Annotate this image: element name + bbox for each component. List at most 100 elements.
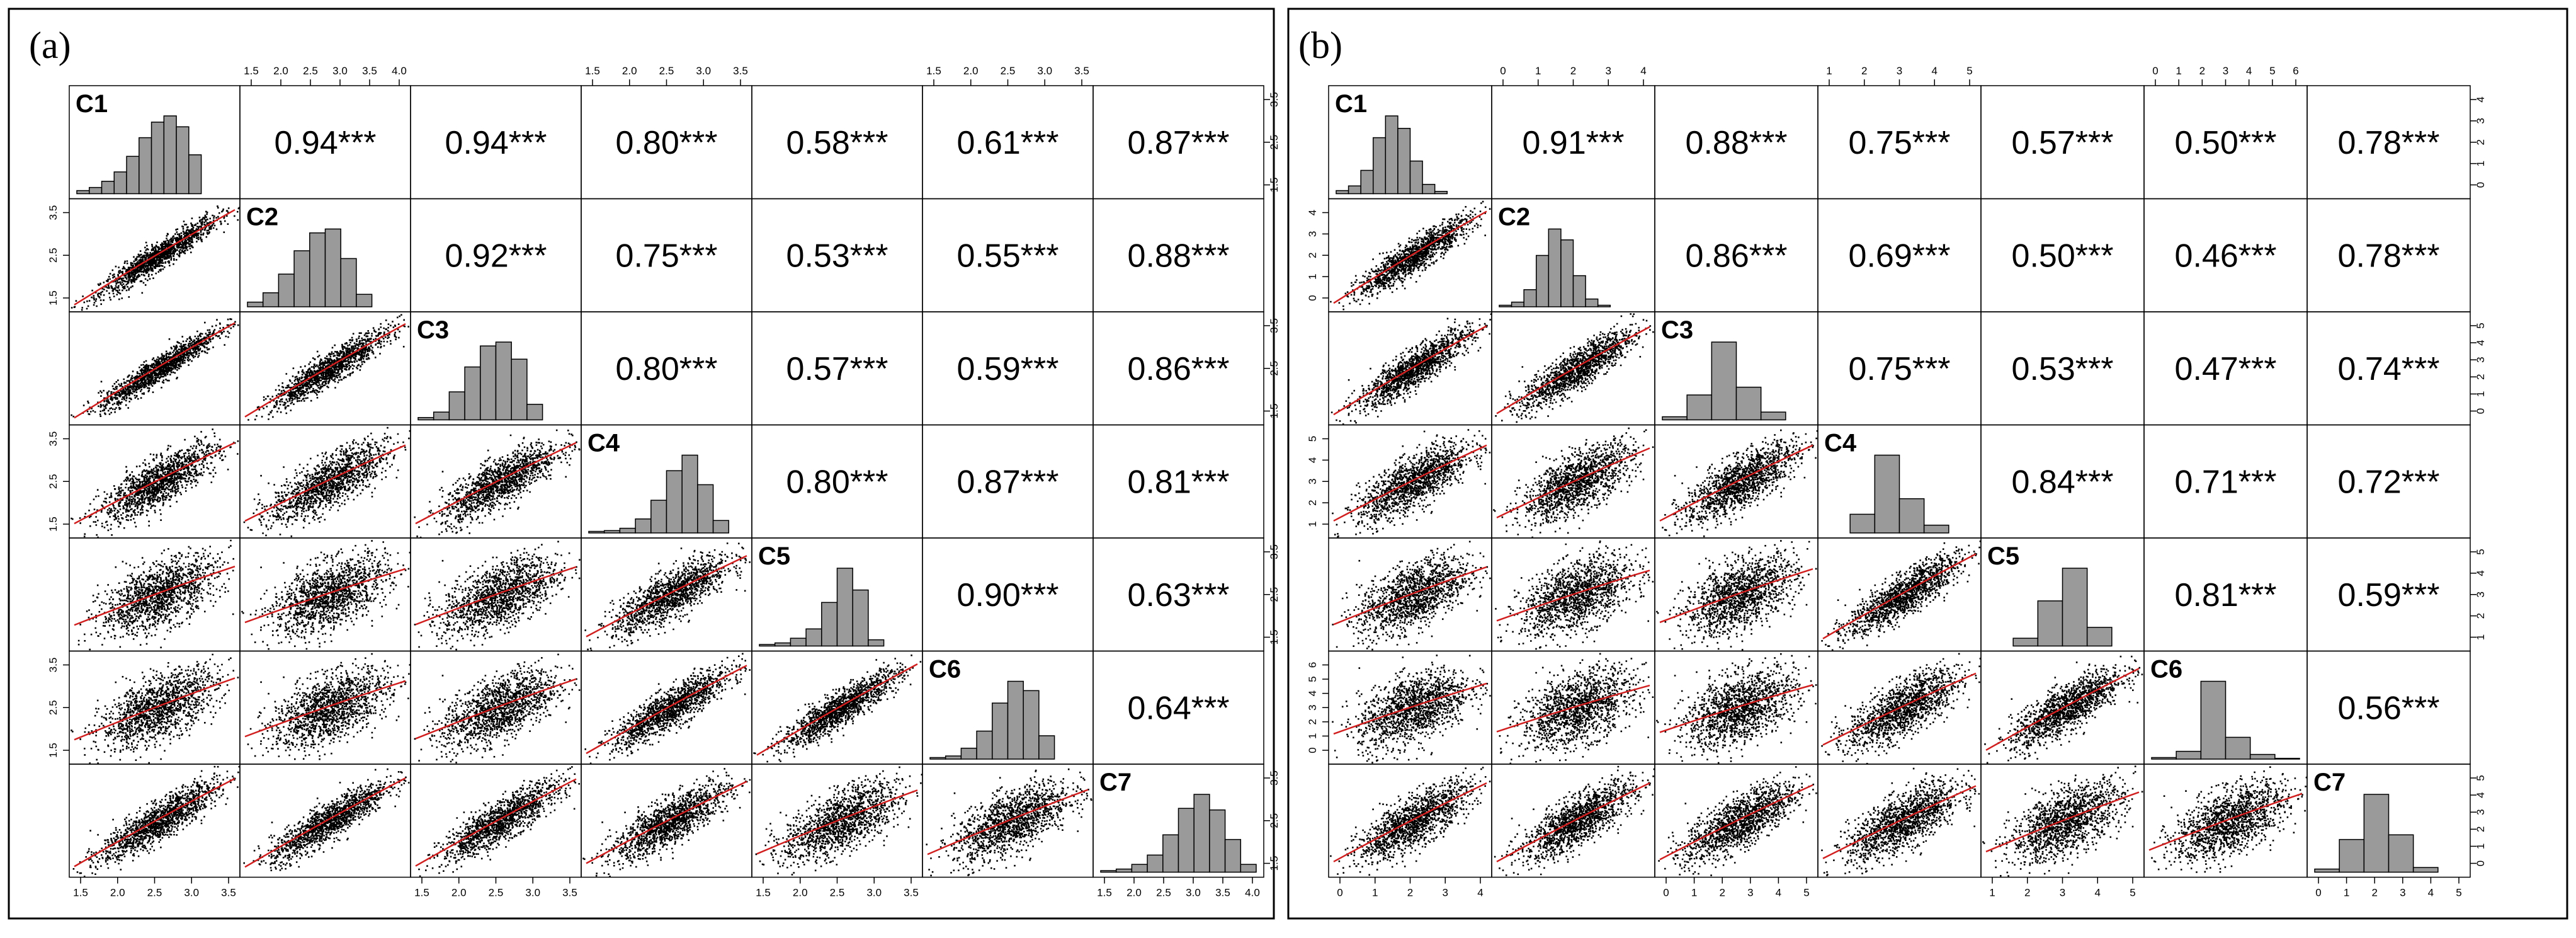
cell-r7-c7: C7 <box>1092 764 1264 878</box>
cell-r3-c2 <box>239 311 411 426</box>
cell-r3-c5: 0.53*** <box>1980 311 2145 426</box>
fit-line <box>1822 553 1977 639</box>
tick-label: 2.0 <box>1126 887 1142 899</box>
scatter-dots <box>1331 313 1492 425</box>
tick-label: 3.5 <box>904 887 919 899</box>
variable-label: C5 <box>1987 542 2019 570</box>
tick-label: 4 <box>2475 340 2487 345</box>
tick-label: 1.5 <box>47 743 59 758</box>
scatter-dots <box>72 765 241 878</box>
histogram-bar <box>712 520 730 534</box>
cell-r7-c6 <box>922 764 1094 878</box>
scatter-points <box>1662 429 1819 537</box>
scatter-dots <box>1656 540 1817 651</box>
correlation-value: 0.57*** <box>786 351 888 387</box>
tick-label: 2.0 <box>622 65 637 77</box>
fit-line <box>1659 568 1813 624</box>
cell-r7-c4 <box>1817 764 1982 878</box>
correlation-value: 0.53*** <box>2012 351 2114 387</box>
tick-label: 1 <box>2344 887 2349 899</box>
histogram-bar <box>1131 864 1148 873</box>
variable-label: C7 <box>2313 769 2346 796</box>
tick-label: 4 <box>2475 96 2487 102</box>
scatter-dots <box>414 429 581 539</box>
tick-label: 2.5 <box>1156 887 1171 899</box>
histogram-bar <box>2274 758 2300 760</box>
histogram-bar <box>1662 416 1688 421</box>
tick-label: 3.5 <box>733 65 748 77</box>
histogram-bar <box>774 642 792 647</box>
fit-line <box>244 444 406 522</box>
correlation-value: 0.87*** <box>1128 125 1230 161</box>
tick-label: 5 <box>2269 65 2275 77</box>
tick-label: 3 <box>1443 887 1448 899</box>
correlation-value: 0.69*** <box>1849 237 1951 274</box>
histogram-bar <box>2314 868 2340 873</box>
scatter-dots <box>1332 540 1491 651</box>
tick-label: 3 <box>2060 887 2065 899</box>
fit-line <box>927 789 1089 855</box>
histogram-bar <box>2363 794 2390 873</box>
scatter-points <box>418 766 580 878</box>
fit-line <box>74 322 235 419</box>
scatter-points <box>243 426 411 537</box>
tick-label: 2 <box>1307 719 1319 724</box>
correlation-value: 0.75*** <box>616 237 718 274</box>
histogram-bar <box>1115 868 1133 873</box>
correlation-value: 0.84*** <box>2012 464 2114 500</box>
axis-ticks: 1.5 2.0 2.5 3.0 3.5 4.0 1.5 2.0 2.5 3.0 3.5 1.5 2.0 2… <box>47 65 1280 899</box>
cell-r2-c6: 0.55*** <box>922 198 1094 312</box>
cell-r2-c1 <box>69 198 241 312</box>
tick-label: 4 <box>2475 570 2487 576</box>
scatter-dots <box>71 428 239 539</box>
tick-label: 1.5 <box>1268 404 1280 419</box>
fit-line <box>1496 569 1650 622</box>
tick-label: 1.5 <box>1097 887 1112 899</box>
scatter-dots <box>1821 653 1982 765</box>
histogram-bar <box>356 294 373 307</box>
tick-label: 3 <box>1606 65 1611 77</box>
histogram-bar <box>805 628 822 647</box>
variable-label: C6 <box>929 656 961 683</box>
correlation-value: 0.63*** <box>1128 577 1230 614</box>
tick-label: 5 <box>2475 549 2487 554</box>
tick-label: 0 <box>1337 887 1342 899</box>
scatter-points <box>1332 429 1491 538</box>
correlation-value: 0.50*** <box>2012 237 2114 274</box>
cell-r2-c4: 0.75*** <box>581 198 752 312</box>
tick-label: 3.5 <box>1268 770 1280 786</box>
histogram-bar <box>1849 513 1876 534</box>
histogram-bar <box>1385 115 1399 195</box>
histogram-bar <box>1224 838 1242 873</box>
histogram-bar <box>992 702 1009 760</box>
histogram-bar <box>163 115 177 195</box>
fit-line <box>1333 566 1487 626</box>
tick-label: 3.5 <box>1268 544 1280 559</box>
tick-label: 2 <box>1861 65 1867 77</box>
scatter-dots <box>1821 767 1980 876</box>
fit-line <box>1333 210 1487 304</box>
histogram-bar <box>666 470 683 534</box>
cell-r6-c6: C6 <box>922 650 1094 765</box>
tick-label: 0 <box>1663 887 1669 899</box>
tick-label: 2 <box>2475 826 2487 832</box>
cell-r3-c1 <box>1328 311 1492 426</box>
tick-label: 3.5 <box>1268 92 1280 107</box>
scatter-dots <box>1493 427 1654 539</box>
correlation-value: 0.78*** <box>2338 237 2440 274</box>
fit-line <box>244 680 406 738</box>
variable-label: C3 <box>1661 316 1693 344</box>
scatter-dots <box>1332 429 1491 538</box>
histogram-bar <box>324 228 341 307</box>
cell-r7-c3 <box>1654 764 1819 878</box>
histogram-bar <box>619 527 636 534</box>
variable-label: C7 <box>1099 769 1132 796</box>
cell-r2-c1 <box>1328 198 1492 312</box>
cell-r3-c7: 0.74*** <box>2306 311 2471 426</box>
correlation-value: 0.53*** <box>786 237 888 274</box>
correlation-value: 0.47*** <box>2175 351 2277 387</box>
histogram-bar <box>309 232 326 307</box>
correlation-value: 0.80*** <box>616 125 718 161</box>
panel-b: (b) C1 0.91*** 0.88*** 0.75*** 0.57*** 0.50***… <box>1298 25 2487 899</box>
histogram-bar <box>1397 128 1411 195</box>
